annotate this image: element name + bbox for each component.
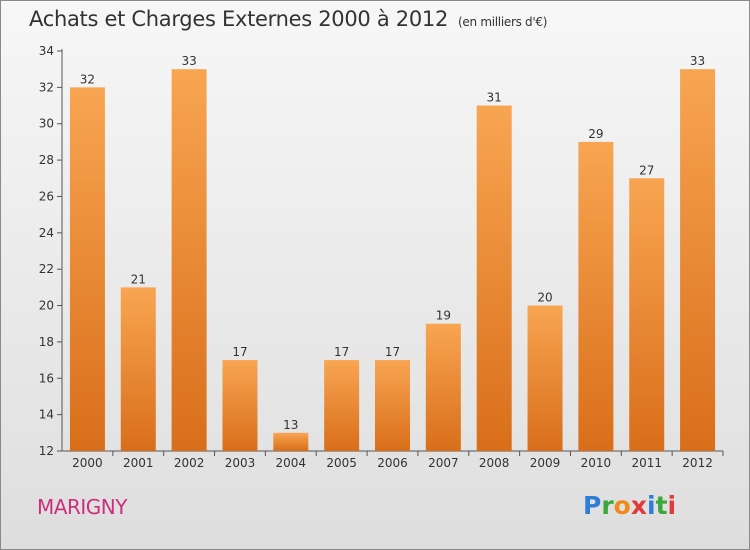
x-tick-label-2000: 2000	[72, 456, 103, 470]
data-label-2002: 33	[181, 54, 196, 68]
data-labels: 32 21 33 17 13 17 17 19 31 20 29 27 33	[80, 54, 705, 432]
y-tick-label: 30	[39, 117, 54, 131]
axes: 12 14 16 18 20 22 24 26 28 30 32 34 2000 2001 2002 2003…	[39, 44, 724, 470]
data-label-2005: 17	[334, 345, 349, 359]
data-label-2000: 32	[80, 72, 95, 86]
data-label-2011: 27	[639, 163, 654, 177]
bar-2003	[222, 360, 258, 451]
bars	[69, 69, 716, 452]
x-tick-label-2010: 2010	[581, 456, 612, 470]
logo-letter: x	[630, 491, 647, 520]
logo-letter: t	[655, 491, 668, 520]
chart-title: Achats et Charges Externes 2000 à 2012 (e…	[29, 7, 547, 31]
logo-letter: i	[647, 491, 656, 520]
x-tick-label-2002: 2002	[174, 456, 205, 470]
data-label-2003: 17	[232, 345, 247, 359]
x-tick-label-2007: 2007	[428, 456, 459, 470]
bar-2009	[527, 305, 563, 451]
x-tick-label-2006: 2006	[377, 456, 408, 470]
logo-letter: i	[667, 491, 677, 520]
y-tick-label: 24	[39, 226, 54, 240]
bar-2008	[476, 105, 512, 451]
y-tick-label: 22	[39, 262, 54, 276]
y-tick-label: 34	[39, 44, 54, 58]
bar-2007	[425, 323, 461, 451]
x-tick-label-2011: 2011	[631, 456, 662, 470]
y-tick-label: 16	[39, 371, 54, 385]
y-tick-label: 26	[39, 189, 54, 203]
bar-2010	[578, 141, 614, 451]
x-tick-label-2003: 2003	[225, 456, 256, 470]
bar-2000	[69, 87, 105, 451]
x-tick-label-2008: 2008	[479, 456, 510, 470]
y-tick-label: 14	[39, 408, 54, 422]
logo-letter: o	[613, 491, 631, 520]
data-label-2001: 21	[131, 272, 146, 286]
chart-title-text: Achats et Charges Externes 2000 à 2012	[29, 7, 449, 31]
y-tick-label: 18	[39, 335, 54, 349]
y-tick-label: 32	[39, 80, 54, 94]
city-name: MARIGNY	[37, 495, 127, 519]
logo-letter: P	[583, 491, 602, 520]
x-tick-label-2004: 2004	[276, 456, 307, 470]
chart-unit: (en milliers d'€)	[458, 15, 548, 29]
data-label-2007: 19	[436, 309, 451, 323]
y-tick-label: 20	[39, 299, 54, 313]
data-label-2012: 33	[690, 54, 705, 68]
data-label-2006: 17	[385, 345, 400, 359]
proxiti-logo: Proxiti	[583, 491, 676, 520]
data-label-2008: 31	[487, 91, 502, 105]
x-tick-label-2001: 2001	[123, 456, 154, 470]
bar-2004	[273, 432, 309, 451]
x-tick-label-2009: 2009	[530, 456, 561, 470]
bar-2002	[171, 69, 207, 451]
y-tick-label: 12	[39, 444, 54, 458]
data-label-2009: 20	[537, 291, 552, 305]
bar-2011	[629, 178, 665, 452]
x-tick-label-2005: 2005	[326, 456, 357, 470]
bar-2005	[324, 360, 360, 451]
logo-letter: r	[601, 491, 614, 520]
bar-2001	[120, 287, 156, 451]
data-label-2004: 13	[283, 418, 298, 432]
bar-2012	[680, 69, 716, 451]
y-tick-label: 28	[39, 153, 54, 167]
data-label-2010: 29	[588, 127, 603, 141]
x-tick-label-2012: 2012	[682, 456, 713, 470]
bar-2006	[375, 360, 410, 451]
